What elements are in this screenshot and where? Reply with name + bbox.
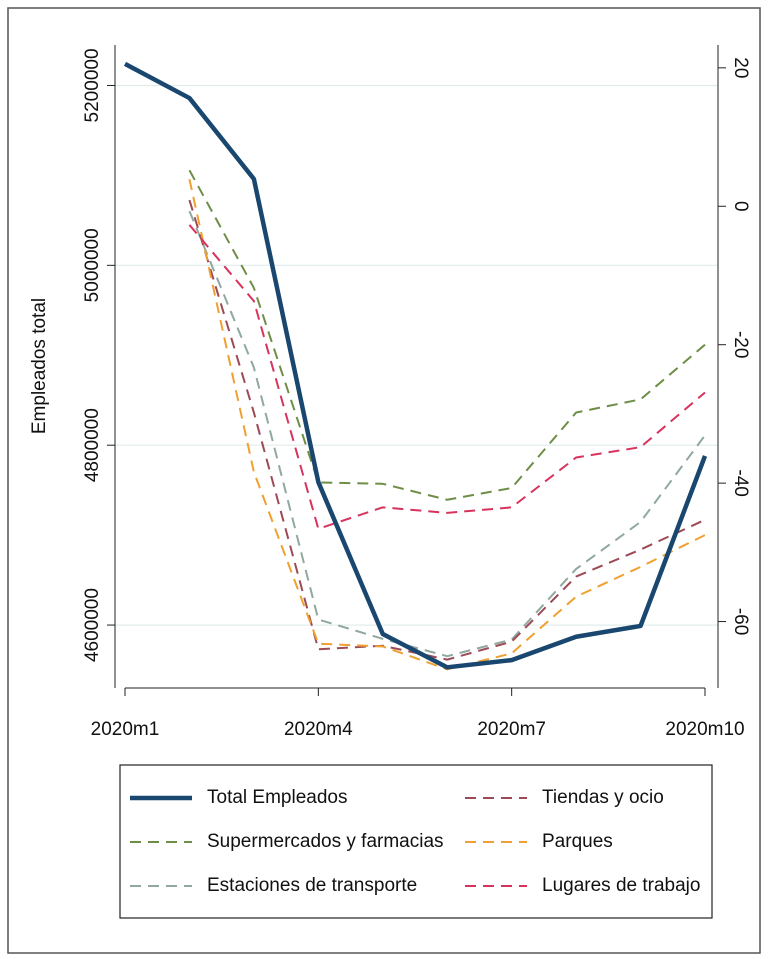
series-line (188, 210, 706, 658)
x-tick-label: 2020m4 (284, 719, 353, 740)
y2-tick-label: -20 (730, 331, 751, 358)
y2-tick-label: 20 (730, 57, 751, 78)
series-line (188, 199, 706, 661)
y-tick-label: 5000000 (82, 228, 103, 302)
y-tick-label: 4600000 (82, 588, 103, 662)
legend-label: Tiendas y ocio (542, 787, 664, 808)
series-line (123, 61, 708, 670)
legend-label: Total Empleados (207, 787, 347, 808)
legend-label: Estaciones de transporte (207, 875, 417, 896)
legend-label: Lugares de trabajo (542, 875, 700, 896)
legend-label: Supermercados y farmacias (207, 831, 444, 852)
y-tick-label: 4800000 (82, 408, 103, 482)
x-tick-label: 2020m1 (91, 719, 160, 740)
y2-tick-label: -40 (730, 469, 751, 496)
y-axis-title: Empleados total (29, 298, 50, 434)
x-tick-label: 2020m7 (477, 719, 546, 740)
y2-tick-label: -60 (730, 608, 751, 635)
legend-box (119, 764, 713, 919)
x-tick-label: 2020m10 (665, 719, 744, 740)
series-line (188, 224, 706, 530)
legend-label: Parques (542, 831, 613, 852)
series-line (188, 169, 706, 501)
y-tick-label: 5200000 (82, 48, 103, 122)
y2-tick-label: 0 (730, 201, 751, 212)
